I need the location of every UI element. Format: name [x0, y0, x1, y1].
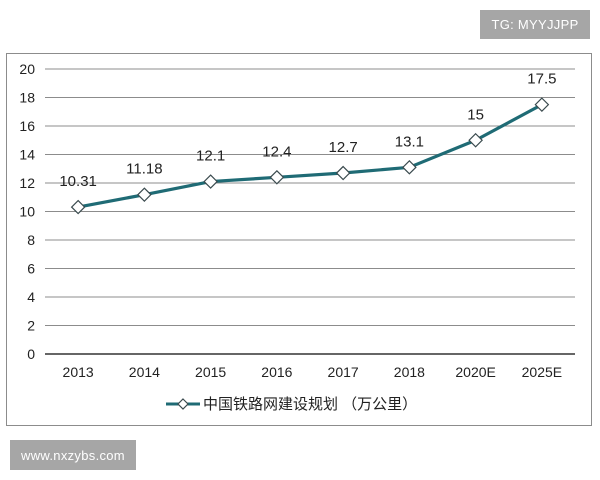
diamond-marker-icon: [468, 132, 483, 148]
data-label: 10.31: [59, 173, 97, 190]
x-tick-label: 2025E: [522, 364, 562, 380]
y-tick-label: 14: [19, 147, 35, 163]
x-tick-label: 2014: [129, 364, 160, 380]
x-tick-label: 2015: [195, 364, 226, 380]
legend: 中国铁路网建设规划 （万公里）: [166, 396, 417, 413]
y-tick-label: 12: [19, 175, 35, 191]
data-labels: 10.31 11.18 12.1 12.4 12.7 13.1 15 17.5: [59, 71, 556, 190]
data-label: 13.1: [395, 133, 424, 150]
diamond-marker-icon: [70, 199, 86, 215]
watermark-tg-badge: TG: MYYJJPP: [480, 10, 590, 39]
data-label: 11.18: [126, 161, 162, 178]
legend-label: 中国铁路网建设规划 （万公里）: [203, 396, 417, 413]
diamond-marker-icon: [269, 169, 285, 185]
y-tick-label: 16: [19, 118, 35, 134]
y-axis-ticks: 0 2 4 6 8 10 12 14 16 18 20: [19, 61, 35, 362]
diamond-marker-icon: [402, 159, 417, 175]
y-tick-label: 10: [19, 204, 35, 220]
x-tick-label: 2018: [394, 364, 425, 380]
data-label: 12.7: [329, 139, 358, 156]
y-tick-label: 0: [27, 346, 35, 362]
diamond-marker-icon: [203, 174, 218, 189]
x-axis-ticks: 2013 2014 2015 2016 2017 2018 2020E 2025E: [63, 364, 563, 380]
diamond-marker-icon: [335, 165, 351, 181]
watermark-url-badge: www.nxzybs.com: [10, 440, 136, 470]
y-tick-label: 4: [27, 289, 35, 305]
y-tick-label: 8: [27, 232, 35, 248]
series-line: [70, 97, 550, 215]
diamond-marker-icon: [137, 187, 152, 203]
y-tick-label: 20: [19, 61, 35, 77]
data-label: 17.5: [527, 71, 556, 88]
y-tick-label: 2: [27, 318, 35, 334]
data-label: 12.1: [196, 148, 225, 165]
x-tick-label: 2013: [63, 364, 94, 380]
data-label: 15: [467, 106, 484, 123]
x-tick-label: 2016: [261, 364, 292, 380]
x-tick-label: 2017: [328, 364, 359, 380]
watermark-url-text: www.nxzybs.com: [21, 447, 125, 463]
y-tick-label: 6: [27, 261, 35, 277]
gridlines: [45, 68, 575, 355]
x-tick-label: 2020E: [455, 364, 495, 380]
data-label: 12.4: [262, 143, 291, 160]
watermark-tg-text: TG: MYYJJPP: [491, 17, 579, 32]
series-polyline: [77, 103, 543, 209]
y-tick-label: 18: [19, 90, 35, 106]
diamond-marker-icon: [534, 97, 550, 112]
legend-diamond-icon: [177, 398, 189, 410]
